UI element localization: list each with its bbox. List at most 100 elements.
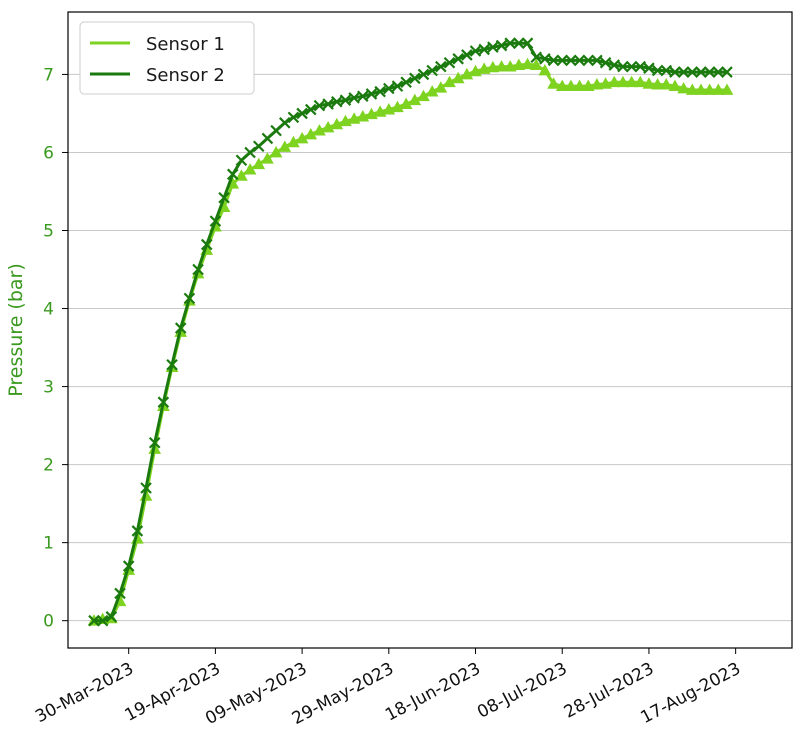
data-point-sensor-2 xyxy=(443,56,456,69)
data-point-sensor-1 xyxy=(521,57,534,70)
data-point-sensor-2 xyxy=(192,263,204,276)
data-point-sensor-2 xyxy=(88,614,100,627)
data-point-sensor-1 xyxy=(460,67,474,80)
data-point-sensor-1 xyxy=(269,145,283,158)
data-point-sensor-2 xyxy=(383,82,395,95)
data-point-sensor-2 xyxy=(296,107,308,120)
data-point-sensor-2 xyxy=(339,94,352,106)
data-point-sensor-2 xyxy=(148,436,161,449)
data-point-sensor-2 xyxy=(608,59,621,71)
data-point-sensor-1 xyxy=(581,79,595,92)
data-point-sensor-2 xyxy=(547,54,560,67)
data-point-sensor-1 xyxy=(685,83,699,95)
legend: Sensor 1 Sensor 2 xyxy=(79,21,255,95)
data-point-sensor-2 xyxy=(122,560,135,572)
data-point-sensor-1 xyxy=(651,78,664,90)
data-point-sensor-2 xyxy=(131,525,144,537)
data-point-sensor-2 xyxy=(287,111,300,124)
data-point-sensor-2 xyxy=(599,56,612,69)
data-point-sensor-2 xyxy=(174,322,187,334)
y-tick-label: 3 xyxy=(43,378,54,398)
data-point-sensor-2 xyxy=(331,95,343,108)
data-point-sensor-1 xyxy=(399,97,413,109)
data-point-sensor-2 xyxy=(391,80,404,92)
data-point-sensor-2 xyxy=(244,146,256,159)
data-point-sensor-1 xyxy=(642,77,656,89)
data-point-sensor-2 xyxy=(469,45,482,57)
data-point-sensor-1 xyxy=(477,62,491,74)
data-point-sensor-1 xyxy=(607,75,621,88)
data-point-sensor-1 xyxy=(616,75,630,88)
data-point-sensor-2 xyxy=(348,92,360,104)
data-point-sensor-2 xyxy=(114,587,126,600)
data-point-sensor-2 xyxy=(417,68,430,81)
data-point-sensor-2 xyxy=(669,66,681,78)
y-tick-label: 6 xyxy=(43,143,54,163)
data-point-sensor-1 xyxy=(694,83,708,95)
data-point-sensor-2 xyxy=(157,396,170,408)
data-point-sensor-1 xyxy=(547,77,560,89)
data-point-sensor-2 xyxy=(226,168,239,181)
data-point-sensor-2 xyxy=(200,238,213,251)
data-point-sensor-1 xyxy=(633,75,647,88)
data-point-sensor-2 xyxy=(651,64,664,77)
plot-background xyxy=(68,12,792,648)
data-point-sensor-2 xyxy=(487,41,499,53)
data-point-sensor-1 xyxy=(321,120,335,133)
data-point-sensor-1 xyxy=(330,117,344,130)
data-point-sensor-2 xyxy=(209,215,222,227)
legend-box xyxy=(79,21,255,95)
x-axis: 30-Mar-202319-Apr-202309-May-202329-May-… xyxy=(32,648,744,729)
x-tick-label: 30-Mar-2023 xyxy=(32,659,137,727)
data-point-sensor-1 xyxy=(425,85,439,97)
data-point-sensor-1 xyxy=(443,75,456,88)
data-point-sensor-1 xyxy=(659,78,673,90)
data-point-sensor-1 xyxy=(599,77,612,89)
data-point-sensor-2 xyxy=(218,191,230,204)
legend-label-sensor-1: Sensor 1 xyxy=(146,34,225,55)
plot-frame xyxy=(67,11,793,649)
data-point-sensor-1 xyxy=(313,124,326,136)
data-point-sensor-1 xyxy=(495,60,508,72)
data-point-sensor-1 xyxy=(486,60,500,73)
data-point-sensor-2 xyxy=(322,98,334,110)
data-point-sensor-1 xyxy=(434,81,448,93)
data-point-sensor-1 xyxy=(703,83,716,95)
y-tick-label: 5 xyxy=(43,222,54,242)
data-point-sensor-1 xyxy=(625,75,638,88)
data-point-sensor-2 xyxy=(556,54,569,67)
data-point-sensor-2 xyxy=(712,66,725,78)
series-layer xyxy=(87,37,734,627)
x-tick-label: 17-Aug-2023 xyxy=(637,659,744,728)
data-point-sensor-2 xyxy=(521,37,534,49)
legend-label-sensor-2: Sensor 2 xyxy=(146,65,225,86)
data-point-sensor-2 xyxy=(495,39,508,52)
y-tick-label: 4 xyxy=(43,300,54,320)
data-point-sensor-1 xyxy=(668,79,682,92)
data-point-sensor-2 xyxy=(96,614,109,627)
data-point-sensor-2 xyxy=(435,60,447,73)
y-tick-label: 2 xyxy=(43,456,54,476)
y-tick-label: 7 xyxy=(43,65,54,85)
data-point-sensor-2 xyxy=(695,66,707,78)
data-point-sensor-2 xyxy=(313,99,326,112)
data-point-sensor-2 xyxy=(686,66,699,78)
data-point-sensor-1 xyxy=(295,131,309,144)
data-point-sensor-1 xyxy=(573,79,586,92)
data-point-sensor-1 xyxy=(512,58,526,70)
data-point-sensor-2 xyxy=(365,88,378,100)
data-point-sensor-2 xyxy=(530,51,542,64)
data-point-sensor-2 xyxy=(278,117,291,129)
data-point-sensor-1 xyxy=(564,79,578,92)
data-point-sensor-2 xyxy=(591,54,603,67)
data-point-sensor-2 xyxy=(703,66,716,78)
data-point-sensor-2 xyxy=(625,60,638,73)
data-point-sensor-1 xyxy=(555,79,569,92)
data-point-sensor-1 xyxy=(408,93,422,106)
data-point-sensor-2 xyxy=(539,53,551,65)
data-point-sensor-2 xyxy=(400,76,412,89)
data-point-sensor-1 xyxy=(720,83,734,95)
data-point-sensor-1 xyxy=(503,60,517,72)
data-point-sensor-1 xyxy=(243,163,257,175)
